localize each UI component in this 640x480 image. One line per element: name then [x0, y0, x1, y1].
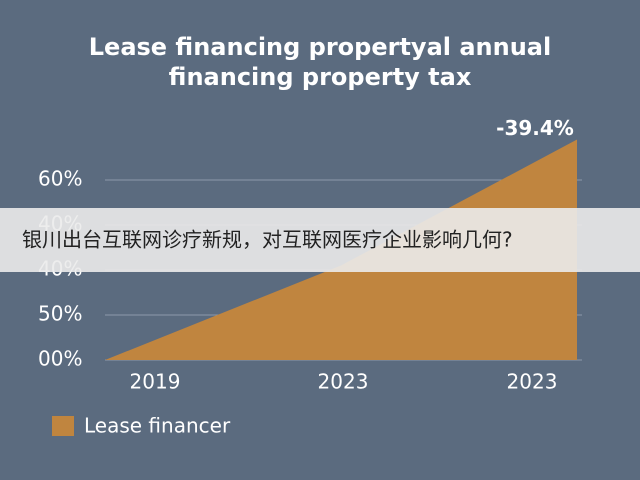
x-tick-label: 2023: [507, 370, 558, 394]
chart-title: Lease financing propertyal annual: [89, 33, 551, 61]
y-tick-label: 00%: [38, 347, 82, 371]
chart-title: financing property tax: [169, 63, 472, 91]
y-tick-label: 50%: [38, 302, 82, 326]
overlay: 银川出台互联网诊疗新规，对互联网医疗企业影响几何?: [0, 208, 640, 272]
y-tick-label: 60%: [38, 167, 82, 191]
banner-text: 银川出台互联网诊疗新规，对互联网医疗企业影响几何?: [22, 228, 513, 252]
annotation: -39.4%: [496, 116, 574, 140]
x-tick-label: 2019: [130, 370, 181, 394]
banner: [0, 208, 640, 272]
legend-label: Lease financer: [84, 414, 231, 438]
legend-swatch: [52, 416, 74, 436]
x-tick-label: 2023: [318, 370, 369, 394]
area: [105, 139, 577, 360]
